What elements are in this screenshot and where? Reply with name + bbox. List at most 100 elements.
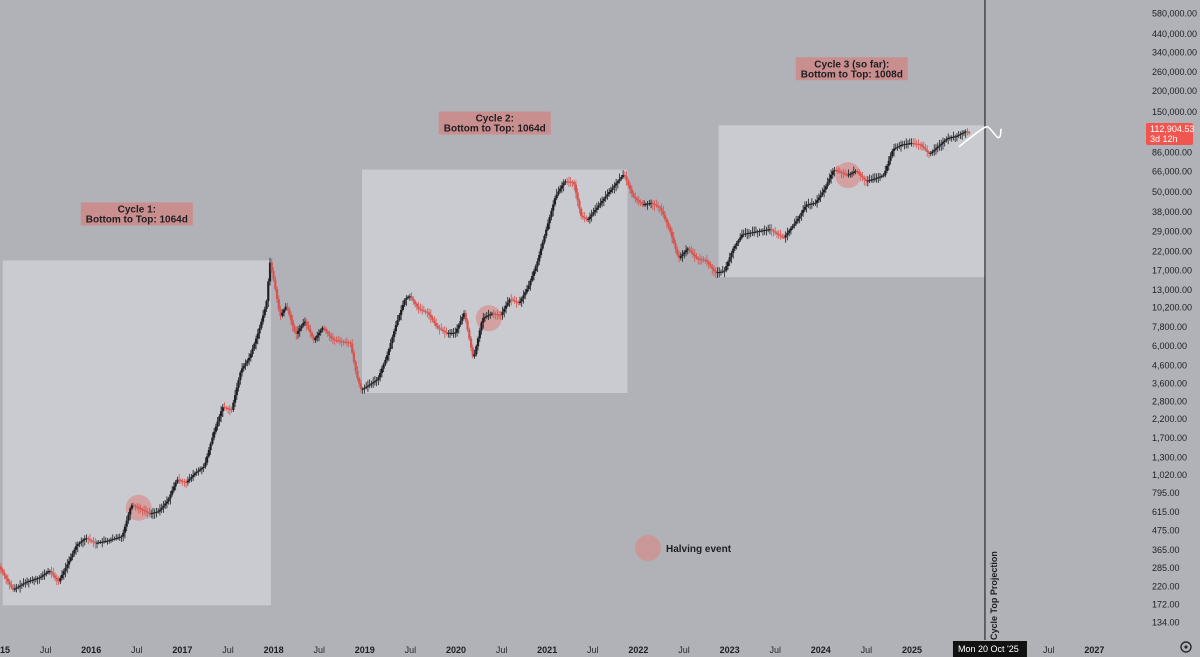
time-axis-label-4: Jul — [131, 645, 143, 655]
time-axis-label-15: 2022 — [628, 645, 648, 655]
candle-body-474 — [826, 182, 829, 187]
candle-body-480 — [836, 170, 840, 172]
candle-body-92 — [158, 509, 162, 512]
candle-body-135 — [233, 395, 237, 403]
candle-body-238 — [414, 301, 417, 304]
candle-body-195 — [338, 340, 342, 342]
projection-squiggle — [958, 125, 1002, 148]
time-axis-label-11: 2020 — [446, 645, 466, 655]
candle-body-175 — [303, 321, 307, 323]
candle-body-540 — [941, 142, 945, 144]
candle-body-200 — [347, 342, 350, 344]
candle-body-147 — [254, 338, 258, 344]
candle-body-10 — [15, 587, 18, 589]
candle-body-251 — [436, 325, 439, 328]
candle-body-6 — [8, 581, 11, 585]
candle-body-369 — [642, 204, 646, 206]
price-axis[interactable]: 580,000.00 440,000.00 340,000.00 260,000.00… — [1152, 9, 1197, 628]
candle-body-452 — [788, 230, 791, 233]
candle-body-349 — [608, 192, 611, 195]
candle-body-165 — [286, 306, 289, 310]
candle-body-307 — [534, 266, 537, 272]
chart-settings-gear-icon[interactable] — [1180, 641, 1192, 653]
candle-body-298 — [518, 301, 522, 304]
candle-body-217 — [377, 377, 380, 380]
candle-body-541 — [943, 140, 946, 143]
candle-body-362 — [630, 189, 633, 194]
candle-body-247 — [429, 314, 432, 318]
candle-body-428 — [746, 233, 749, 235]
candle-body-498 — [868, 180, 871, 182]
candle-body-306 — [532, 271, 536, 276]
candle-body-330 — [574, 184, 578, 193]
candle-body-445 — [775, 232, 779, 234]
price-axis-label-26: 615.00 — [1152, 507, 1180, 517]
candle-body-208 — [361, 388, 364, 390]
candle-body-174 — [302, 322, 305, 326]
candle-body-379 — [660, 207, 663, 211]
candle-body-535 — [933, 149, 936, 152]
candle-body-40 — [67, 560, 71, 565]
candle-body-248 — [431, 317, 434, 321]
candle-body-353 — [615, 183, 618, 186]
candle-body-81 — [139, 508, 142, 510]
candle-body-246 — [427, 312, 431, 315]
candle-body-551 — [961, 133, 964, 135]
candle-body-50 — [85, 538, 88, 540]
current-price-badge — [1146, 123, 1193, 145]
candle-body-441 — [768, 229, 772, 231]
candle-body-16 — [25, 581, 29, 583]
candle-body-464 — [809, 203, 812, 205]
candle-body-334 — [581, 215, 585, 218]
candle-body-100 — [172, 486, 176, 491]
cycle-tag-title-2: Cycle 2: — [476, 114, 514, 125]
current-price-countdown: 3d 12h — [1150, 134, 1178, 144]
candle-body-478 — [833, 169, 836, 172]
candle-body-267 — [464, 313, 467, 321]
candle-body-458 — [798, 215, 801, 219]
candle-body-115 — [199, 469, 202, 471]
candle-body-513 — [894, 147, 897, 149]
candle-body-236 — [410, 296, 413, 299]
candle-body-192 — [333, 339, 336, 341]
candle-body-136 — [235, 387, 238, 396]
candle-body-58 — [99, 542, 102, 544]
candle-body-120 — [207, 450, 210, 457]
candle-body-225 — [391, 337, 394, 344]
cycle-tag-bg-2 — [438, 111, 551, 135]
candle-body-450 — [784, 235, 787, 238]
candle-body-19 — [31, 579, 34, 581]
time-axis[interactable]: 2015 Jul 2016 Jul 2017 Jul 2018 Jul 2019 Jul 2020 J… — [0, 645, 1104, 655]
candle-body-530 — [924, 148, 927, 151]
candle-body-155 — [268, 262, 272, 282]
candle-body-99 — [171, 490, 174, 495]
candle-body-76 — [130, 504, 134, 509]
candle-body-436 — [760, 230, 763, 232]
candle-body-346 — [602, 198, 605, 201]
candle-body-284 — [494, 313, 497, 315]
candle-body-309 — [538, 255, 541, 262]
candle-body-546 — [952, 136, 955, 138]
candle-body-422 — [735, 243, 738, 246]
candle-body-1 — [0, 566, 2, 570]
candle-body-277 — [482, 317, 485, 323]
candle-body-412 — [718, 271, 721, 273]
candle-body-336 — [585, 218, 588, 220]
candle-body-98 — [169, 494, 172, 499]
candle-body-463 — [807, 204, 810, 206]
candle-body-477 — [831, 171, 834, 175]
candle-body-148 — [256, 333, 259, 339]
candle-body-552 — [962, 132, 966, 134]
candle-body-419 — [730, 252, 733, 258]
candle-body-130 — [225, 407, 228, 409]
candle-body-133 — [230, 409, 233, 411]
candle-body-537 — [936, 146, 939, 149]
candle-body-173 — [300, 325, 303, 329]
candle-body-163 — [282, 309, 286, 313]
projection-layer: Cycle Top Projection Mon 20 Oct '25 — [952, 0, 1027, 657]
time-axis-label-3: 2016 — [81, 645, 101, 655]
candle-body-228 — [396, 320, 399, 326]
candle-body-321 — [559, 188, 562, 192]
candle-body-103 — [178, 479, 181, 481]
